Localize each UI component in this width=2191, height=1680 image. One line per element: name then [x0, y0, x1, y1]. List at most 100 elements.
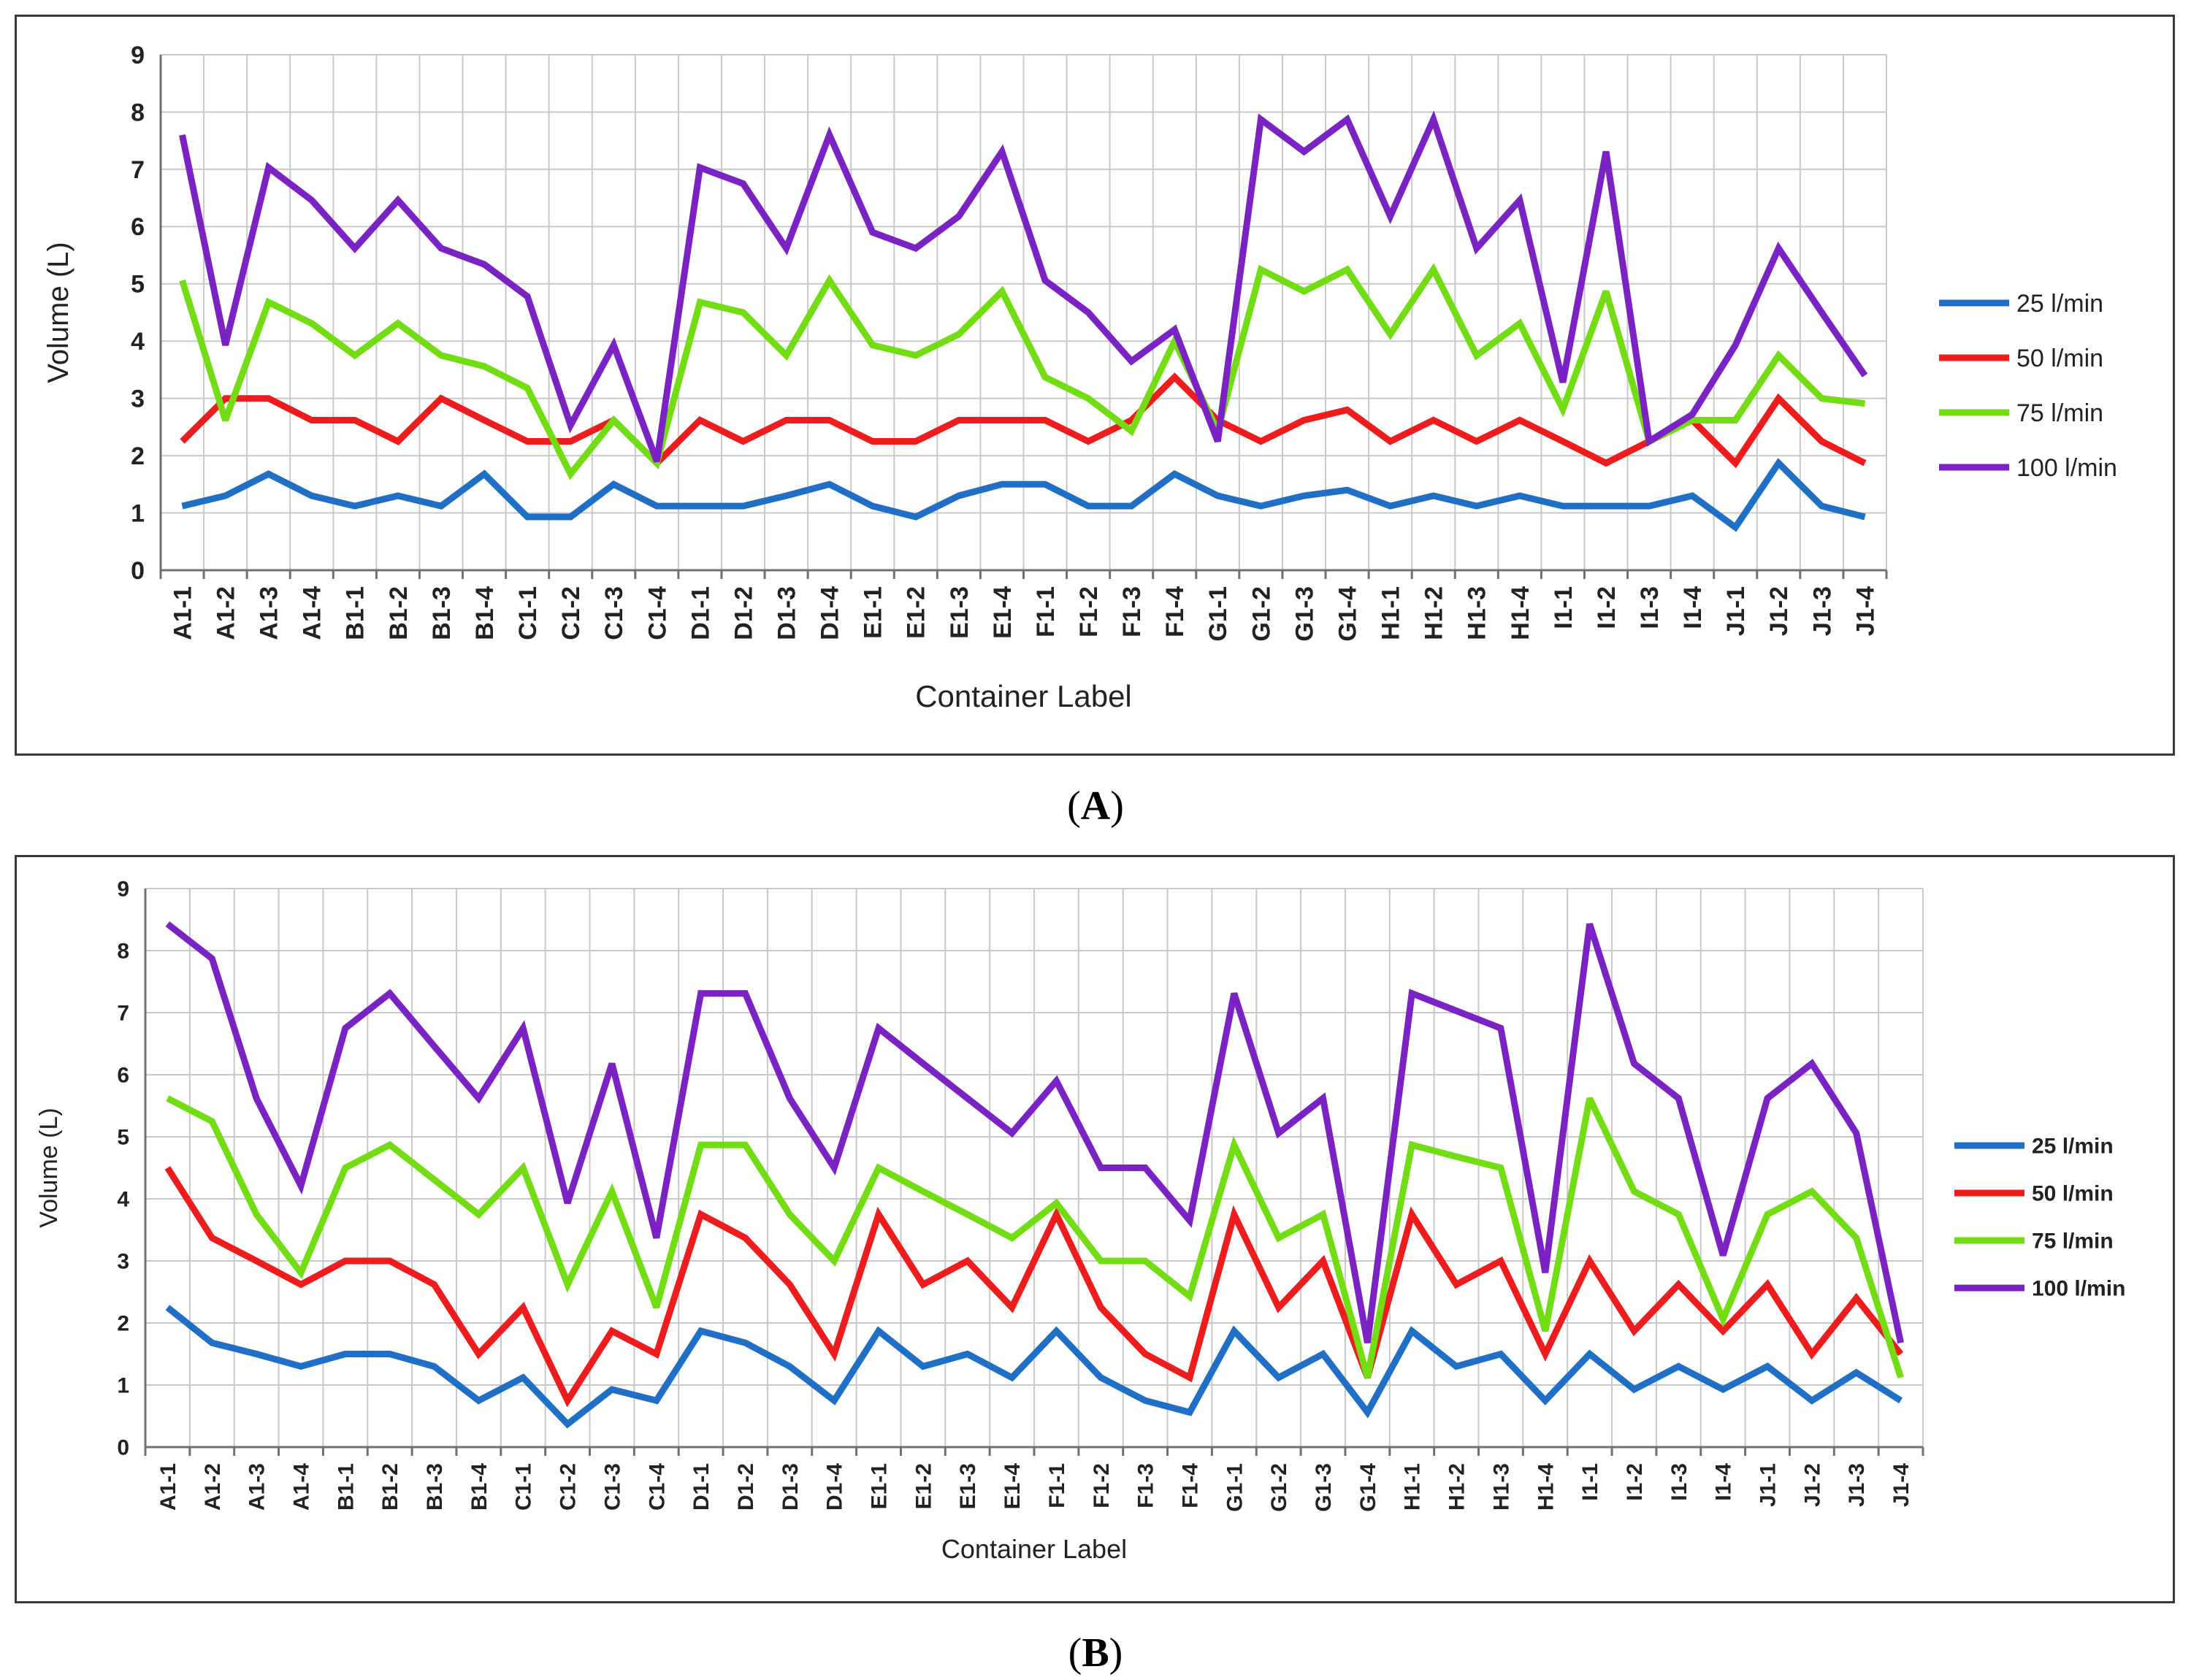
- x-category-label: D1-2: [734, 1463, 758, 1511]
- caption-a-letter: A: [1080, 783, 1111, 829]
- y-tick-label: 0: [131, 557, 145, 585]
- x-category-label: I1-2: [1593, 586, 1621, 629]
- x-category-label: A1-4: [299, 586, 326, 640]
- x-category-label: H1-3: [1489, 1463, 1513, 1511]
- x-category-label: H1-2: [1420, 586, 1448, 640]
- x-category-label: F1-2: [1075, 586, 1103, 637]
- x-category-label: I1-2: [1623, 1463, 1647, 1501]
- x-category-label: C1-1: [514, 586, 542, 640]
- x-category-label: F1-1: [1032, 586, 1060, 637]
- caption-a: (A): [1067, 783, 1124, 829]
- x-category-label: E1-3: [956, 1463, 980, 1509]
- x-category-label: C1-3: [600, 586, 628, 640]
- x-category-label: J1-2: [1765, 586, 1793, 636]
- x-category-label: A1-2: [201, 1463, 225, 1511]
- x-category-label: I1-3: [1667, 1463, 1691, 1501]
- chart-panel-b: 0 1 2 3 4 5 6 7 8 9 A1-1 A1-2 A1-3 A1-4 B1-1 B1-2 B1-3 B1…: [15, 855, 2175, 1603]
- y-tick-label: 2: [131, 442, 145, 470]
- y-tick-label: 5: [117, 1126, 129, 1150]
- legend-b: 25 l/min 50 l/min 75 l/min 100 l/min: [1954, 1135, 2125, 1301]
- y-tick-label: 2: [117, 1312, 129, 1336]
- x-category-label: F1-2: [1090, 1463, 1114, 1508]
- y-tick-label: 1: [131, 499, 145, 527]
- x-category-label: D1-3: [779, 1463, 803, 1511]
- legend-a: 25 l/min 50 l/min 75 l/min 100 l/min: [1939, 290, 2117, 482]
- x-category-label: D1-1: [689, 1463, 714, 1511]
- y-tick-label: 9: [117, 878, 129, 902]
- x-category-label: H1-1: [1401, 1463, 1425, 1511]
- x-category-label: C1-1: [512, 1463, 536, 1511]
- series-line-50-l-min: [164, 1166, 1904, 1408]
- series-line-75-l-min: [166, 1095, 1904, 1379]
- y-tick-label: 6: [131, 213, 145, 241]
- x-category-label: J1-3: [1845, 1463, 1869, 1507]
- y-axis-title: Volume (L): [35, 1108, 63, 1227]
- x-category-label: H1-3: [1464, 586, 1491, 640]
- x-category-label: I1-3: [1636, 586, 1664, 629]
- x-category-label: H1-1: [1377, 586, 1405, 640]
- x-category-label: I1-1: [1550, 586, 1578, 629]
- series-line-25-l-min: [181, 458, 1866, 532]
- x-category-label: C1-4: [645, 1463, 669, 1511]
- line-chart-b: 0 1 2 3 4 5 6 7 8 9 A1-1 A1-2 A1-3 A1-4 B1-1 B1-2 B1-3 B1…: [35, 878, 2125, 1565]
- y-tick-label: 4: [131, 328, 145, 356]
- x-category-label: J1-1: [1722, 586, 1750, 636]
- series-line-100-l-min: [165, 921, 1905, 1344]
- x-category-label: G1-2: [1267, 1463, 1291, 1512]
- x-category-label: E1-1: [868, 1463, 892, 1509]
- x-category-label: F1-4: [1161, 586, 1189, 637]
- series-line-50-l-min: [180, 372, 1867, 469]
- x-category-label: E1-3: [946, 586, 974, 639]
- x-category-label: G1-4: [1356, 1463, 1380, 1512]
- x-category-label: D1-4: [817, 586, 844, 640]
- x-category-label: B1-4: [471, 586, 499, 640]
- x-category-label: F1-3: [1134, 1463, 1158, 1508]
- x-category-label: C1-2: [557, 1463, 581, 1511]
- x-category-label: F1-1: [1045, 1463, 1069, 1508]
- x-category-label: B1-1: [334, 1463, 358, 1511]
- x-category-label: F1-4: [1178, 1463, 1202, 1508]
- x-category-label: H1-2: [1445, 1463, 1469, 1511]
- x-category-label: A1-2: [213, 586, 240, 640]
- x-category-label: B1-3: [428, 586, 456, 640]
- x-category-label: B1-3: [423, 1463, 447, 1511]
- x-category-label: F1-3: [1118, 586, 1146, 637]
- y-tick-label: 3: [131, 386, 145, 413]
- y-tick-label: 0: [117, 1436, 129, 1460]
- legend-label: 50 l/min: [2016, 345, 2103, 372]
- y-axis-title: Volume (L): [42, 242, 74, 383]
- x-category-label: A1-1: [156, 1463, 180, 1511]
- x-category-label: I1-4: [1712, 1463, 1736, 1501]
- legend-label: 75 l/min: [2032, 1230, 2114, 1254]
- x-category-label: D1-1: [687, 586, 714, 640]
- x-category-label: G1-2: [1247, 586, 1275, 642]
- legend-label: 25 l/min: [2032, 1135, 2114, 1159]
- y-tick-label: 5: [131, 271, 145, 299]
- x-category-label: J1-1: [1756, 1463, 1781, 1507]
- x-category-label: A1-3: [256, 586, 283, 640]
- x-category-label: A1-1: [169, 586, 196, 640]
- x-category-label: E1-1: [860, 586, 887, 639]
- x-category-label: A1-3: [245, 1463, 269, 1511]
- x-category-label: E1-4: [1001, 1463, 1025, 1510]
- x-category-label: E1-2: [903, 586, 930, 639]
- y-tick-label: 1: [117, 1374, 129, 1398]
- legend-label: 100 l/min: [2016, 454, 2117, 482]
- x-category-label: G1-3: [1290, 586, 1318, 642]
- x-category-label: J1-2: [1800, 1463, 1824, 1507]
- x-category-label: C1-2: [557, 586, 585, 640]
- y-tick-label: 7: [131, 156, 145, 184]
- series-line-100-l-min: [179, 110, 1868, 463]
- x-category-label: D1-2: [730, 586, 757, 640]
- x-category-label: I1-1: [1578, 1463, 1602, 1501]
- y-tick-label: 8: [131, 99, 145, 126]
- chart-panel-a: 0 1 2 3 4 5 6 7 8 9 A1-1 A1-2 A1-3 A1-4 B1-1 B1-2 B1-3 B1…: [15, 15, 2175, 756]
- x-category-label: H1-4: [1507, 586, 1534, 640]
- x-category-label: B1-2: [378, 1463, 402, 1511]
- x-category-label: B1-4: [467, 1463, 492, 1511]
- x-category-label: C1-4: [643, 586, 671, 640]
- y-tick-label: 9: [131, 42, 145, 69]
- y-tick-label: 3: [117, 1250, 129, 1274]
- x-category-label: B1-1: [342, 586, 370, 640]
- x-category-label: C1-3: [600, 1463, 624, 1511]
